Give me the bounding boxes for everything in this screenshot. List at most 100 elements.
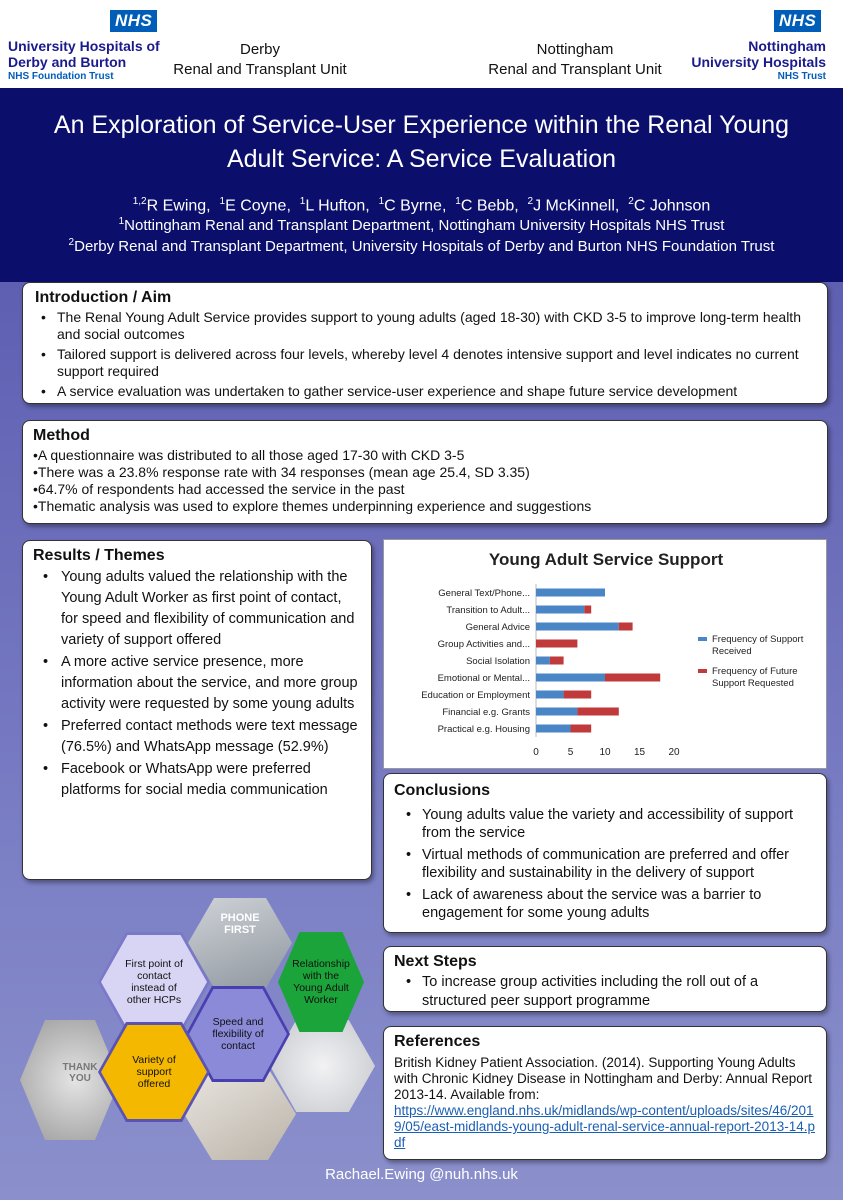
legend-label: Frequency of Future (712, 666, 798, 677)
intro-item: The Renal Young Adult Service provides s… (33, 309, 817, 343)
bar (563, 690, 592, 699)
nhs-logo-right: NHS (774, 10, 822, 32)
nhs-logo-left: NHS (110, 10, 158, 32)
x-tick-label: 5 (568, 747, 574, 758)
results-item: Facebook or WhatsApp were preferred plat… (33, 759, 361, 801)
bar (536, 690, 564, 699)
intro-item: A service evaluation was undertaken to g… (33, 383, 817, 400)
unit-derby: Derby Renal and Transplant Unit (150, 40, 370, 80)
y-tick-label: Education or Employment (421, 690, 530, 701)
author: L Hufton, (305, 197, 370, 215)
bar-chart: General Text/Phone... Transition to Adult… (421, 584, 804, 758)
bar (536, 707, 578, 716)
affiliation-2: 2Derby Renal and Transplant Department, … (10, 233, 833, 257)
y-tick-label: General Advice (466, 622, 530, 633)
y-tick-label: Emotional or Mental... (438, 673, 530, 684)
unit-derby-line2: Renal and Transplant Unit (173, 61, 347, 78)
poster-title: An Exploration of Service-User Experienc… (10, 108, 833, 176)
affiliation-1: 1Nottingham Renal and Transplant Departm… (10, 212, 833, 236)
results-heading: Results / Themes (33, 547, 165, 564)
conclusions-item: Young adults value the variety and acces… (394, 806, 816, 842)
references-heading: References (394, 1033, 481, 1050)
next-steps-item: To increase group activities including t… (394, 973, 816, 1011)
left-org-line2: Derby and Burton (8, 54, 127, 70)
author-sup: 1,2 (132, 196, 147, 207)
legend-label: Received (712, 646, 752, 657)
bar (536, 639, 578, 648)
y-tick-label: Practical e.g. Housing (438, 724, 530, 735)
first-point-hex: First point of contact instead of other … (101, 935, 207, 1029)
bar (536, 656, 550, 665)
author-sup: 1 (219, 196, 226, 207)
method-heading: Method (33, 427, 90, 444)
unit-nottingham-line2: Renal and Transplant Unit (488, 61, 662, 78)
method-item: There was a 23.8% response rate with 34 … (33, 464, 817, 481)
conclusions-item: Lack of awareness about the service was … (394, 886, 816, 922)
chart-title: Young Adult Service Support (488, 550, 724, 569)
bar (605, 673, 661, 682)
unit-nottingham: Nottingham Renal and Transplant Unit (465, 40, 685, 80)
right-org-line1: Nottingham (748, 38, 826, 54)
next-steps-heading: Next Steps (394, 953, 477, 970)
x-tick-label: 15 (634, 747, 646, 758)
thank-you-text: THANK YOU (62, 1062, 98, 1084)
results-item: Young adults valued the relationship wit… (33, 567, 361, 651)
y-tick-label: Financial e.g. Grants (442, 707, 530, 718)
reference-text: British Kidney Patient Association. (201… (394, 1055, 812, 1102)
title-band: An Exploration of Service-User Experienc… (0, 88, 843, 282)
y-tick-label: Social Isolation (466, 656, 530, 667)
x-tick-label: 10 (599, 747, 611, 758)
y-tick-label: Group Activities and... (438, 639, 530, 650)
bar (536, 724, 571, 733)
method-item: 64.7% of respondents had accessed the se… (33, 481, 817, 498)
x-tick-label: 0 (533, 747, 539, 758)
legend-swatch (698, 669, 707, 673)
author-sup: 1 (299, 196, 306, 207)
authors: 1,2R Ewing, 1E Coyne, 1L Hufton, 1C Byrn… (10, 192, 833, 216)
method-item: Thematic analysis was used to explore th… (33, 498, 817, 515)
author-sup: 2 (628, 196, 634, 207)
y-tick-label: Transition to Adult... (446, 605, 530, 616)
legend-label: Support Requested (712, 678, 794, 689)
bar (536, 622, 619, 631)
author-sup: 1 (378, 196, 385, 207)
results-box: Results / Themes Young adults valued the… (22, 540, 372, 880)
unit-nottingham-line1: Nottingham (536, 41, 614, 58)
phone-first-text: PHONE FIRST (220, 912, 260, 936)
unit-derby-line1: Derby (239, 41, 280, 58)
author: E Coyne, (225, 197, 291, 215)
left-org-trust: NHS Foundation Trust (8, 71, 114, 82)
author-sup: 1 (455, 196, 461, 207)
left-org-line1: University Hospitals of (8, 38, 160, 54)
author-sup: 2 (527, 196, 534, 207)
conclusions-item: Virtual methods of communication are pre… (394, 846, 816, 882)
title-line2: Adult Service: A Service Evaluation (226, 145, 617, 173)
affiliation-text: Nottingham Renal and Transplant Departme… (124, 217, 725, 234)
author: C Johnson (633, 197, 711, 215)
results-item: Preferred contact methods were text mess… (33, 716, 361, 758)
chart-panel: Young Adult Service Support General Text… (383, 539, 827, 769)
results-item: A more active service presence, more inf… (33, 652, 361, 715)
method-item: A questionnaire was distributed to all t… (33, 447, 817, 464)
bar (549, 656, 564, 665)
contact-email: Rachael.Ewing @nuh.nhs.uk (325, 1166, 518, 1183)
title-line1: An Exploration of Service-User Experienc… (53, 111, 790, 139)
references-box: References British Kidney Patient Associ… (383, 1026, 827, 1160)
bar (536, 588, 605, 597)
next-steps-box: Next Steps To increase group activities … (383, 946, 827, 1012)
conclusions-heading: Conclusions (394, 782, 491, 799)
affiliation-text: Derby Renal and Transplant Department, U… (74, 238, 775, 255)
relationship-hex (278, 932, 364, 1032)
x-tick-label: 20 (668, 747, 680, 758)
affiliation-sup: 2 (68, 237, 75, 248)
bar (577, 707, 619, 716)
reference-link[interactable]: https://www.england.nhs.uk/midlands/wp-c… (394, 1103, 815, 1150)
themes-hexagon-diagram: PHONE FIRST THANK YOU First point of con… (20, 890, 375, 1160)
right-org-line2: University Hospitals (691, 54, 826, 70)
relationship-hex-label: Relationship with the Young Adult Worker (292, 958, 350, 1006)
legend-label: Frequency of Support (712, 634, 804, 645)
right-org-trust: NHS Trust (777, 71, 826, 82)
poster-header: NHS University Hospitals of Derby and Bu… (0, 0, 843, 88)
affiliation-sup: 1 (118, 216, 125, 227)
author: J McKinnell, (533, 197, 620, 215)
